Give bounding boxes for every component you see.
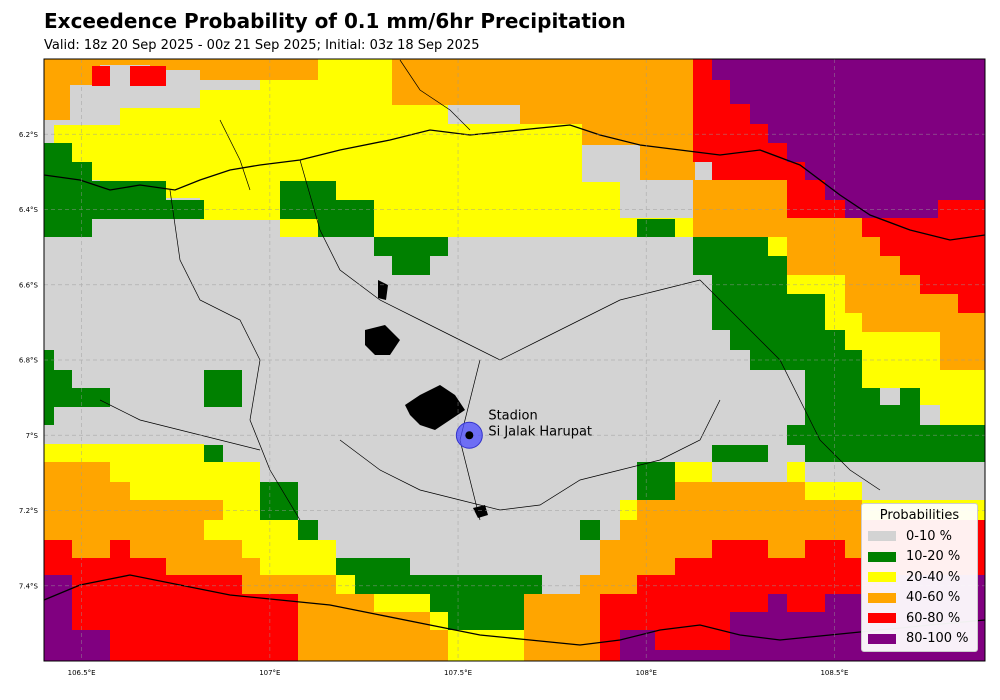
- legend-item: 20-40 %: [862, 567, 977, 588]
- y-tick-label: 6.8°S: [19, 357, 39, 365]
- admin-boundaries: [99, 59, 881, 521]
- x-tick-label: 108°E: [636, 669, 657, 677]
- prob-zone-10-20-east2: [712, 445, 768, 462]
- legend-item: 40-60 %: [862, 588, 977, 609]
- legend-swatch: [868, 592, 896, 603]
- x-tick-label: 107°E: [259, 669, 280, 677]
- y-tick-label: 7.2°S: [19, 507, 39, 515]
- station-label-line2: Si Jalak Harupat: [488, 424, 592, 439]
- prob-zone-60-80-northeast: [693, 59, 985, 313]
- x-tick-label: 108.5°E: [820, 669, 848, 677]
- prob-zone-10-20-east: [693, 237, 985, 462]
- prob-zone-10-20-south4: [637, 462, 675, 500]
- x-tick-label: 106.5°E: [68, 669, 96, 677]
- prob-zone-10-20-south2: [260, 482, 298, 520]
- legend-swatch: [868, 551, 896, 562]
- prob-zone-20-40-north: [54, 59, 693, 237]
- x-axis-ticks: 106.5°E 107°E 107.5°E 108°E 108.5°E: [68, 669, 849, 677]
- prob-zone-80-100-northeast: [712, 59, 985, 218]
- prob-zone-10-20-east3: [900, 388, 920, 405]
- legend-item: 10-20 %: [862, 547, 977, 568]
- station-label-line1: Stadion: [488, 408, 537, 423]
- legend-swatch: [868, 633, 896, 644]
- prob-zone-10-20-west2: [204, 370, 242, 407]
- y-tick-label: 6.4°S: [19, 206, 39, 214]
- prob-zone-10-20-south3: [298, 520, 318, 540]
- y-tick-label: 6.6°S: [19, 281, 39, 289]
- gridlines: [44, 59, 985, 661]
- prob-cell-60-80: [130, 66, 166, 86]
- legend-label: 10-20 %: [906, 549, 961, 565]
- legend-swatch: [868, 572, 896, 583]
- x-tick-label: 107.5°E: [444, 669, 472, 677]
- station-marker-dot: [465, 431, 474, 440]
- legend-swatch: [868, 531, 896, 542]
- prob-cell-60-80: [92, 66, 110, 86]
- legend-label: 80-100 %: [906, 631, 969, 647]
- prob-zone-10-20-south5: [580, 520, 600, 540]
- reservoirs: [365, 280, 488, 518]
- prob-zone-10-20-north2: [374, 237, 448, 275]
- coastline: [44, 124, 985, 646]
- map-title: Exceedence Probability of 0.1 mm/6hr Pre…: [44, 9, 626, 33]
- prob-zone-10-20-south: [336, 558, 542, 630]
- prob-zone-10-20-north3: [637, 219, 675, 237]
- legend-swatch: [868, 613, 896, 624]
- prob-zone-80-100-southwest: [44, 575, 110, 661]
- y-tick-label: 7.4°S: [19, 582, 39, 590]
- prob-zone-10-20-west: [44, 350, 110, 425]
- prob-zone-10-20-north: [280, 181, 374, 237]
- y-tick-label: 6.2°S: [19, 131, 39, 139]
- legend-label: 20-40 %: [906, 569, 961, 585]
- legend-title: Probabilities: [879, 508, 960, 523]
- legend-label: 60-80 %: [906, 610, 961, 626]
- y-axis-ticks: 6.2°S 6.4°S 6.6°S 6.8°S 7°S 7.2°S 7.4°S: [19, 131, 39, 591]
- prob-zone-10-20-northwest: [44, 143, 204, 237]
- prob-zone-20-40-east: [768, 237, 985, 425]
- legend: Probabilities 0-10 % 10-20 % 20-40 % 40-60 …: [861, 503, 978, 652]
- prob-zone-10-20-west3: [204, 445, 223, 462]
- map-frame: [43, 58, 986, 662]
- legend-label: 0-10 %: [906, 528, 952, 544]
- legend-item: 60-80 %: [862, 608, 977, 629]
- legend-item: 0-10 %: [862, 526, 977, 547]
- legend-label: 40-60 %: [906, 590, 961, 606]
- y-tick-label: 7°S: [26, 432, 39, 440]
- map-subtitle: Valid: 18z 20 Sep 2025 - 00z 21 Sep 2025…: [44, 38, 480, 53]
- prob-zone-40-60-north: [44, 59, 695, 180]
- legend-item: 80-100 %: [862, 629, 977, 650]
